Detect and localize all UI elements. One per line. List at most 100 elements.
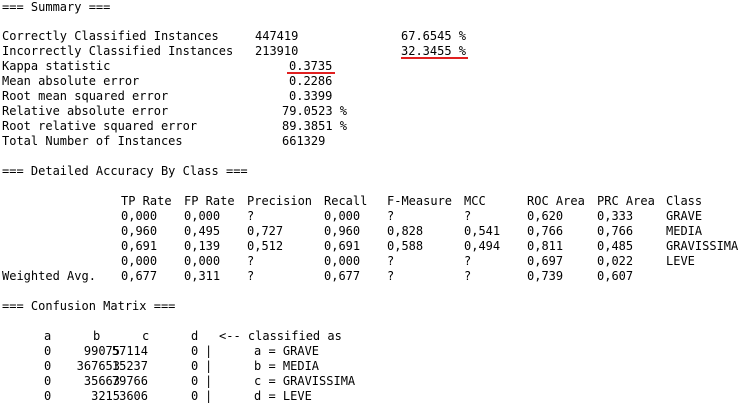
confusion-row-label: c = GRAVISSIMA	[254, 374, 356, 388]
column-header: TP Rate	[121, 194, 172, 208]
summary-label: Total Number of Instances	[2, 134, 183, 148]
summary-label: Root relative squared error	[2, 119, 198, 133]
accuracy-cell: 0,766	[527, 224, 564, 238]
column-header: ROC Area	[527, 194, 585, 208]
confusion-row-label: b = MEDIA	[254, 359, 320, 373]
column-header: FP Rate	[184, 194, 235, 208]
column-header: PRC Area	[597, 194, 655, 208]
accuracy-cell: ?	[387, 209, 395, 223]
confusion-col-header: c	[142, 329, 150, 343]
confusion-col-header: d	[191, 329, 199, 343]
accuracy-cell: 0,022	[597, 254, 634, 268]
accuracy-cell: 0,485	[597, 239, 634, 253]
column-header: F-Measure	[387, 194, 453, 208]
accuracy-cell: 0,960	[121, 224, 158, 238]
confusion-cell: 57114	[111, 344, 148, 358]
accuracy-class: GRAVISSIMA	[666, 239, 739, 253]
summary-value: 0.2286	[289, 74, 333, 88]
confusion-col-header: a	[44, 329, 52, 343]
summary-header: === Summary ===	[2, 0, 111, 14]
red-underline-kappa	[287, 72, 335, 74]
confusion-cell: 3606	[119, 389, 148, 403]
accuracy-cell: 0,766	[597, 224, 634, 238]
accuracy-cell: 0,000	[121, 254, 158, 268]
weighted-avg-label: Weighted Avg.	[2, 269, 96, 283]
summary-value: 213910	[255, 44, 299, 58]
summary-value: 661329	[282, 134, 326, 148]
confusion-cell: 3215	[91, 389, 120, 403]
confusion-cell: 367653	[76, 359, 120, 373]
confusion-cell: 99075	[83, 344, 120, 358]
accuracy-cell: ?	[464, 269, 472, 283]
accuracy-cell: 0,620	[527, 209, 564, 223]
confusion-cell: 0	[191, 359, 199, 373]
accuracy-cell: 0,311	[184, 269, 221, 283]
summary-label: Kappa statistic	[2, 59, 111, 73]
accuracy-class: MEDIA	[666, 224, 703, 238]
confusion-cell: 15237	[111, 359, 148, 373]
accuracy-cell: 0,960	[324, 224, 361, 238]
accuracy-class: LEVE	[666, 254, 695, 268]
summary-label: Mean absolute error	[2, 74, 140, 88]
summary-percent: 67.6545 %	[401, 29, 467, 43]
accuracy-cell: 0,588	[387, 239, 424, 253]
classified-as-label: <-- classified as	[219, 329, 342, 343]
accuracy-cell: ?	[387, 269, 395, 283]
red-underline-percent	[401, 57, 468, 59]
accuracy-class: GRAVE	[666, 209, 703, 223]
column-header: Class	[666, 194, 703, 208]
column-header: MCC	[464, 194, 486, 208]
accuracy-cell: 0,333	[597, 209, 634, 223]
confusion-separator: |	[205, 389, 213, 403]
column-header: Recall	[324, 194, 368, 208]
confusion-separator: |	[205, 374, 213, 388]
summary-label: Incorrectly Classified Instances	[2, 44, 234, 58]
accuracy-cell: 0,000	[324, 209, 361, 223]
column-header: Precision	[247, 194, 313, 208]
confusion-separator: |	[205, 359, 213, 373]
accuracy-cell: 0,541	[464, 224, 501, 238]
confusion-cell: 0	[44, 344, 52, 358]
confusion-separator: |	[205, 344, 213, 358]
confusion-cell: 0	[44, 359, 52, 373]
accuracy-cell: 0,000	[121, 209, 158, 223]
accuracy-cell: ?	[247, 254, 255, 268]
accuracy-cell: 0,000	[184, 209, 221, 223]
summary-value: 0.3399	[289, 89, 333, 103]
confusion-row-label: d = LEVE	[254, 389, 312, 403]
confusion-header: === Confusion Matrix ===	[2, 299, 176, 313]
summary-value: 0.3735	[289, 59, 333, 73]
accuracy-cell: 0,494	[464, 239, 501, 253]
confusion-cell: 0	[191, 344, 199, 358]
summary-value: 89.3851 %	[282, 119, 348, 133]
confusion-row-label: a = GRAVE	[254, 344, 320, 358]
summary-value: 447419	[255, 29, 299, 43]
confusion-cell: 79766	[111, 374, 148, 388]
confusion-cell: 0	[44, 389, 52, 403]
accuracy-cell: 0,677	[121, 269, 158, 283]
summary-label: Root mean squared error	[2, 89, 169, 103]
summary-percent: 32.3455 %	[401, 44, 467, 58]
accuracy-cell: 0,697	[527, 254, 564, 268]
accuracy-cell: ?	[387, 254, 395, 268]
accuracy-cell: 0,727	[247, 224, 284, 238]
accuracy-cell: 0,739	[527, 269, 564, 283]
accuracy-cell: 0,691	[324, 239, 361, 253]
confusion-cell: 0	[44, 374, 52, 388]
confusion-cell: 0	[191, 389, 199, 403]
summary-label: Correctly Classified Instances	[2, 29, 219, 43]
accuracy-cell: 0,139	[184, 239, 221, 253]
accuracy-cell: ?	[247, 209, 255, 223]
accuracy-cell: 0,495	[184, 224, 221, 238]
accuracy-header: === Detailed Accuracy By Class ===	[2, 164, 248, 178]
summary-value: 79.0523 %	[282, 104, 348, 118]
accuracy-cell: 0,811	[527, 239, 564, 253]
confusion-col-header: b	[93, 329, 101, 343]
accuracy-cell: 0,000	[324, 254, 361, 268]
accuracy-cell: 0,512	[247, 239, 284, 253]
accuracy-cell: 0,607	[597, 269, 634, 283]
accuracy-cell: ?	[247, 269, 255, 283]
accuracy-cell: ?	[464, 254, 472, 268]
accuracy-cell: 0,828	[387, 224, 424, 238]
